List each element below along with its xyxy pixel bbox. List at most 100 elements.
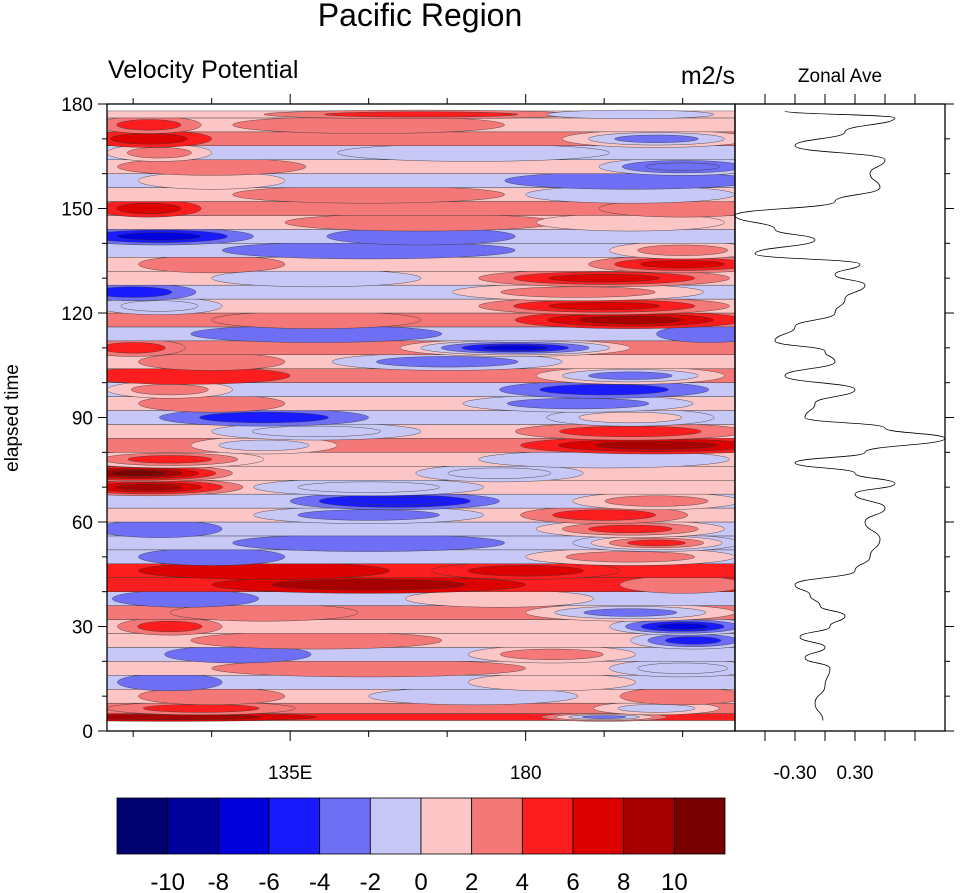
y-tick-label-150: 150: [61, 200, 93, 221]
contour-cell-29-1-0: [211, 311, 422, 329]
colorbar-box-2: [217, 797, 270, 855]
contour-cell-12-1-1: [565, 551, 695, 563]
side-x-tick-label: 0.30: [837, 763, 874, 784]
contour-cell-30-0-2: [548, 301, 661, 311]
contour-cell-41-1-1: [126, 147, 192, 159]
contour-cell-16-1-1: [604, 495, 709, 507]
contour-cell-18-0-4: [111, 470, 166, 476]
contour-cell-1-1-1: [617, 704, 696, 713]
colorbar-box-8: [521, 797, 574, 855]
side-x-axis: -0.30 0.30: [764, 94, 916, 784]
colorbar-label--2: -2: [360, 869, 381, 893]
chart-title: Pacific Region: [318, 0, 523, 33]
colorbar-box-1: [167, 797, 219, 855]
contour-cell-31-1-1: [500, 286, 656, 298]
contour-cell-2-2-0: [619, 687, 735, 706]
x-axis: 135E 180: [132, 94, 684, 784]
contour-cell-12-0-0: [138, 547, 286, 566]
contour-cell-37-0-1: [116, 202, 182, 215]
colorbar-box-0: [116, 797, 169, 855]
contour-cell-17-1-1: [297, 481, 440, 493]
contour-cell-5-1-1: [500, 648, 604, 660]
y-tick-label-0: 0: [82, 722, 93, 743]
contour-cell-34-0-0: [221, 241, 516, 260]
contour-cell-27-0-4: [482, 345, 549, 351]
contour-cell-11-0-0: [138, 561, 390, 580]
y-tick-label-90: 90: [72, 409, 93, 430]
contour-cell-31-0-1: [107, 286, 173, 298]
colorbar-box-6: [420, 797, 473, 855]
contour-cell-21-0-1: [559, 425, 702, 437]
colorbar-label--10: -10: [150, 869, 185, 893]
colorbar: -10 -8 -6 -4 -2 0 2 4 6 8 10: [116, 797, 726, 893]
y-tick-label-180: 180: [61, 95, 93, 116]
contour-cell-43-1-1: [116, 119, 182, 131]
contour-cell-16-0-2: [348, 497, 442, 506]
contour-cell-25-1-2: [588, 371, 673, 380]
contour-cell-22-0-1: [199, 411, 329, 424]
contour-cell-6-1-2: [665, 636, 722, 645]
contour-cell-17-0-3: [115, 483, 182, 491]
colorbar-label-0: 0: [414, 869, 427, 893]
x-tick-label-180: 180: [510, 763, 542, 784]
contour-cell-6-0-0: [190, 631, 443, 650]
y-tick-label-60: 60: [72, 513, 93, 534]
colorbar-label--6: -6: [258, 869, 279, 893]
contour-cell-27-1-1: [107, 342, 166, 354]
colorbar-label-8: 8: [617, 869, 630, 893]
y-tick-label-120: 120: [61, 304, 93, 325]
colorbar-box-4: [319, 797, 371, 855]
contour-cell-36-0-0: [284, 213, 558, 232]
zonal-ave-title: Zonal Ave: [798, 66, 882, 87]
contour-cell-7-1-3: [656, 623, 709, 630]
colorbar-label-4: 4: [516, 869, 529, 893]
colorbar-box-3: [268, 797, 321, 855]
contour-cell-7-0-1: [137, 620, 203, 633]
contour-cell-33-0-2: [640, 260, 725, 269]
contour-cell-11-1-1: [467, 565, 584, 577]
contour-cell-15-0-1: [297, 509, 440, 521]
contour-cell-20-0-2: [595, 441, 718, 450]
contour-cell-13-1-3: [627, 539, 686, 547]
contour-cell-24-1-1: [130, 384, 209, 396]
contour-cell-26-0-1: [376, 356, 519, 368]
contour-cell-29-0-2: [578, 315, 682, 325]
contour-cell-33-1-0: [138, 255, 286, 274]
contour-cell-44-1-0: [546, 109, 715, 119]
colorbar-box-7: [471, 797, 523, 855]
contour-cell-1-0-1: [143, 704, 260, 713]
contour-cell-32-0-2: [548, 274, 661, 283]
colorbar-label--4: -4: [309, 869, 330, 893]
contour-cell-14-0-0: [107, 520, 223, 538]
colorbar-box-5: [369, 797, 422, 855]
contour-field: [107, 109, 735, 722]
contour-cell-20-1-1: [218, 439, 310, 451]
contour-cell-13-0-0: [232, 534, 505, 552]
colorbar-label--8: -8: [208, 869, 229, 893]
side-x-tick-label: -0.30: [773, 763, 816, 784]
contour-cell-15-1-1: [552, 509, 656, 521]
colorbar-box-11: [673, 797, 726, 855]
x-tick-label-135E: 135E: [268, 763, 312, 784]
contour-cell-41-0-0: [337, 143, 610, 162]
contour-cell-43-0-0: [232, 116, 505, 134]
contour-cell-26-1-0: [138, 352, 286, 371]
y-axis: 0 30 60 90 120 150 180: [61, 95, 954, 743]
contour-cell-35-0-2: [117, 232, 202, 241]
contour-cell-18-1-1: [447, 467, 552, 479]
contour-cell-10-1-0: [619, 575, 735, 594]
y-tick-label-30: 30: [72, 618, 93, 639]
contour-cell-34-1-1: [637, 244, 728, 256]
units-label: m2/s: [681, 62, 735, 90]
colorbar-box-10: [623, 797, 675, 855]
contour-cell-21-1-1: [251, 425, 381, 437]
contour-cell-24-0-1: [539, 384, 669, 396]
y-axis-label: elapsed time: [2, 364, 23, 472]
contour-cell-14-1-2: [588, 524, 673, 534]
contour-cell-3-1-0: [467, 673, 636, 692]
contour-cell-4-1-1: [637, 662, 728, 674]
contour-cell-42-0-1: [110, 133, 188, 145]
left-string: Velocity Potential: [108, 56, 298, 84]
contour-cell-3-0-0: [117, 673, 223, 692]
